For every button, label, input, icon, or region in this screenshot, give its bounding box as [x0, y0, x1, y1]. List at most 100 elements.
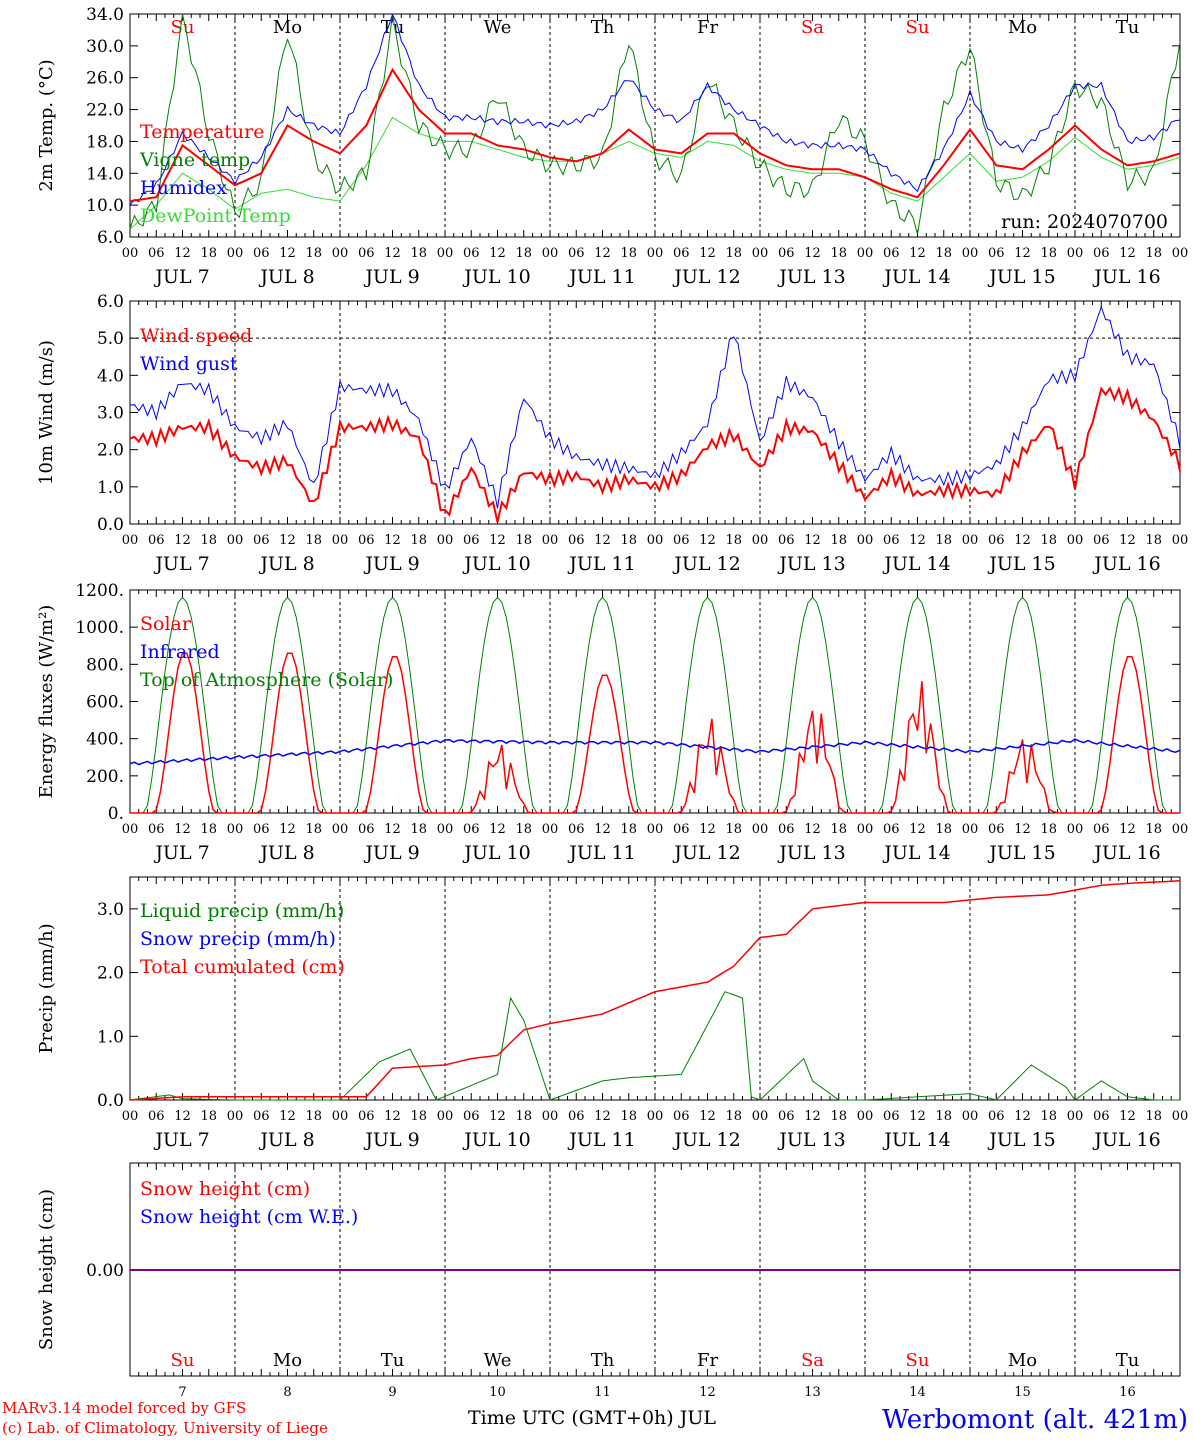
weekday-label: Mo [273, 17, 302, 38]
hour-tick-label: 12 [804, 822, 821, 837]
legend-entry: DewPoint Temp [140, 205, 291, 227]
legend-entry: Infrared [140, 641, 220, 663]
hour-tick-label: 12 [594, 246, 611, 261]
weekday-label: Su [906, 17, 930, 38]
y-axis-title: 10m Wind (m/s) [36, 340, 57, 485]
weekday-label: Mo [1008, 17, 1037, 38]
hour-tick-label: 18 [1145, 533, 1162, 548]
hour-tick-label: 00 [962, 246, 979, 261]
y-tick-label: 400. [86, 730, 124, 750]
series-line-wind-speed [129, 385, 1181, 523]
hour-tick-label: 00 [752, 1109, 769, 1124]
hour-tick-label: 06 [253, 246, 270, 261]
model-credit-line1: MARv3.14 model forced by GFS [2, 1399, 246, 1417]
hour-tick-label: 12 [384, 822, 401, 837]
weekday-label: Fr [697, 1350, 718, 1371]
hour-tick-label: 18 [1040, 1109, 1057, 1124]
hour-tick-label: 00 [122, 1109, 139, 1124]
hour-tick-label: 06 [673, 533, 690, 548]
hour-tick-label: 18 [1040, 822, 1057, 837]
date-label: JUL 10 [462, 553, 530, 575]
hour-tick-label: 06 [988, 533, 1005, 548]
hour-tick-label: 06 [1093, 533, 1110, 548]
hour-tick-label: 12 [1119, 533, 1136, 548]
date-label: JUL 7 [153, 1129, 209, 1151]
legend-entry: Vigne temp [139, 149, 250, 171]
y-tick-label: 0.0 [97, 515, 124, 535]
snow-panel: 0.00 Snow height (cm) Snow height (cm) Snow… [36, 1162, 1181, 1400]
legend-entry: Top of Atmosphere (Solar) [140, 669, 393, 691]
hour-tick-label: 18 [935, 1109, 952, 1124]
hour-tick-label: 06 [148, 822, 165, 837]
date-label: JUL 13 [777, 266, 845, 288]
hour-tick-label: 18 [410, 246, 427, 261]
weekday-label: We [484, 1350, 512, 1371]
hour-tick-label: 18 [725, 822, 742, 837]
legend-entry: Total cumulated (cm) [140, 956, 345, 978]
hour-tick-label: 12 [909, 246, 926, 261]
y-tick-label: 34.0 [86, 5, 124, 25]
hour-tick-label: 18 [410, 1109, 427, 1124]
hour-tick-label: 06 [463, 533, 480, 548]
hour-tick-label: 06 [148, 246, 165, 261]
y-tick-label: 800. [86, 655, 124, 675]
hour-tick-label: 12 [384, 1109, 401, 1124]
hour-tick-label: 12 [1014, 246, 1031, 261]
hour-tick-label: 00 [227, 822, 244, 837]
y-axis-title: Energy fluxes (W/m²) [36, 605, 57, 799]
date-label: JUL 10 [462, 1129, 530, 1151]
hour-tick-label: 00 [122, 246, 139, 261]
day-number-label: 14 [909, 1385, 926, 1400]
date-label: JUL 14 [882, 1129, 950, 1151]
weekday-label: Tu [1116, 17, 1140, 38]
hour-tick-label: 06 [358, 533, 375, 548]
plot-frame [129, 300, 1181, 525]
hour-tick-label: 12 [489, 822, 506, 837]
hour-tick-label: 12 [174, 822, 191, 837]
y-tick-label: 1200. [75, 581, 124, 601]
hour-tick-label: 06 [673, 1109, 690, 1124]
y-tick-label: 4.0 [97, 366, 124, 386]
legend-entry: Snow precip (mm/h) [140, 928, 336, 950]
weekday-label: Mo [273, 1350, 302, 1371]
hour-tick-label: 12 [594, 533, 611, 548]
date-label: JUL 8 [258, 266, 314, 288]
y-tick-label: 1.0 [97, 1027, 124, 1047]
hour-tick-label: 12 [699, 533, 716, 548]
hour-tick-label: 00 [227, 1109, 244, 1124]
date-label: JUL 14 [882, 842, 950, 864]
hour-tick-label: 00 [1067, 822, 1084, 837]
y-axis-title: 2m Temp. (°C) [36, 59, 57, 191]
hour-tick-label: 12 [174, 246, 191, 261]
y-tick-label: 0. [108, 804, 124, 824]
hour-tick-label: 00 [1067, 246, 1084, 261]
y-tick-label: 18.0 [86, 132, 124, 152]
hour-tick-label: 18 [305, 822, 322, 837]
footer: MARv3.14 model forced by GFS (c) Lab. of… [2, 1399, 1188, 1437]
hour-tick-label: 18 [725, 246, 742, 261]
legend-entry: Snow height (cm W.E.) [140, 1206, 358, 1228]
hour-tick-label: 00 [647, 533, 664, 548]
plot-frame [129, 589, 1181, 814]
hour-tick-label: 00 [332, 246, 349, 261]
hour-tick-label: 06 [988, 246, 1005, 261]
hour-tick-label: 12 [699, 246, 716, 261]
hour-tick-label: 18 [515, 246, 532, 261]
hour-tick-label: 06 [568, 1109, 585, 1124]
hour-tick-label: 12 [1119, 246, 1136, 261]
series-line-infrared [129, 738, 1181, 766]
hour-tick-label: 18 [305, 533, 322, 548]
date-label: JUL 12 [672, 553, 740, 575]
hour-tick-label: 06 [568, 246, 585, 261]
hour-tick-label: 18 [200, 533, 217, 548]
hour-tick-label: 00 [857, 533, 874, 548]
hour-tick-label: 12 [699, 1109, 716, 1124]
hour-tick-label: 18 [620, 533, 637, 548]
hour-tick-label: 06 [358, 246, 375, 261]
hour-tick-label: 00 [857, 822, 874, 837]
day-number-label: 9 [388, 1385, 396, 1400]
hour-tick-label: 12 [594, 822, 611, 837]
day-number-label: 16 [1119, 1385, 1136, 1400]
hour-tick-label: 00 [1172, 246, 1189, 261]
